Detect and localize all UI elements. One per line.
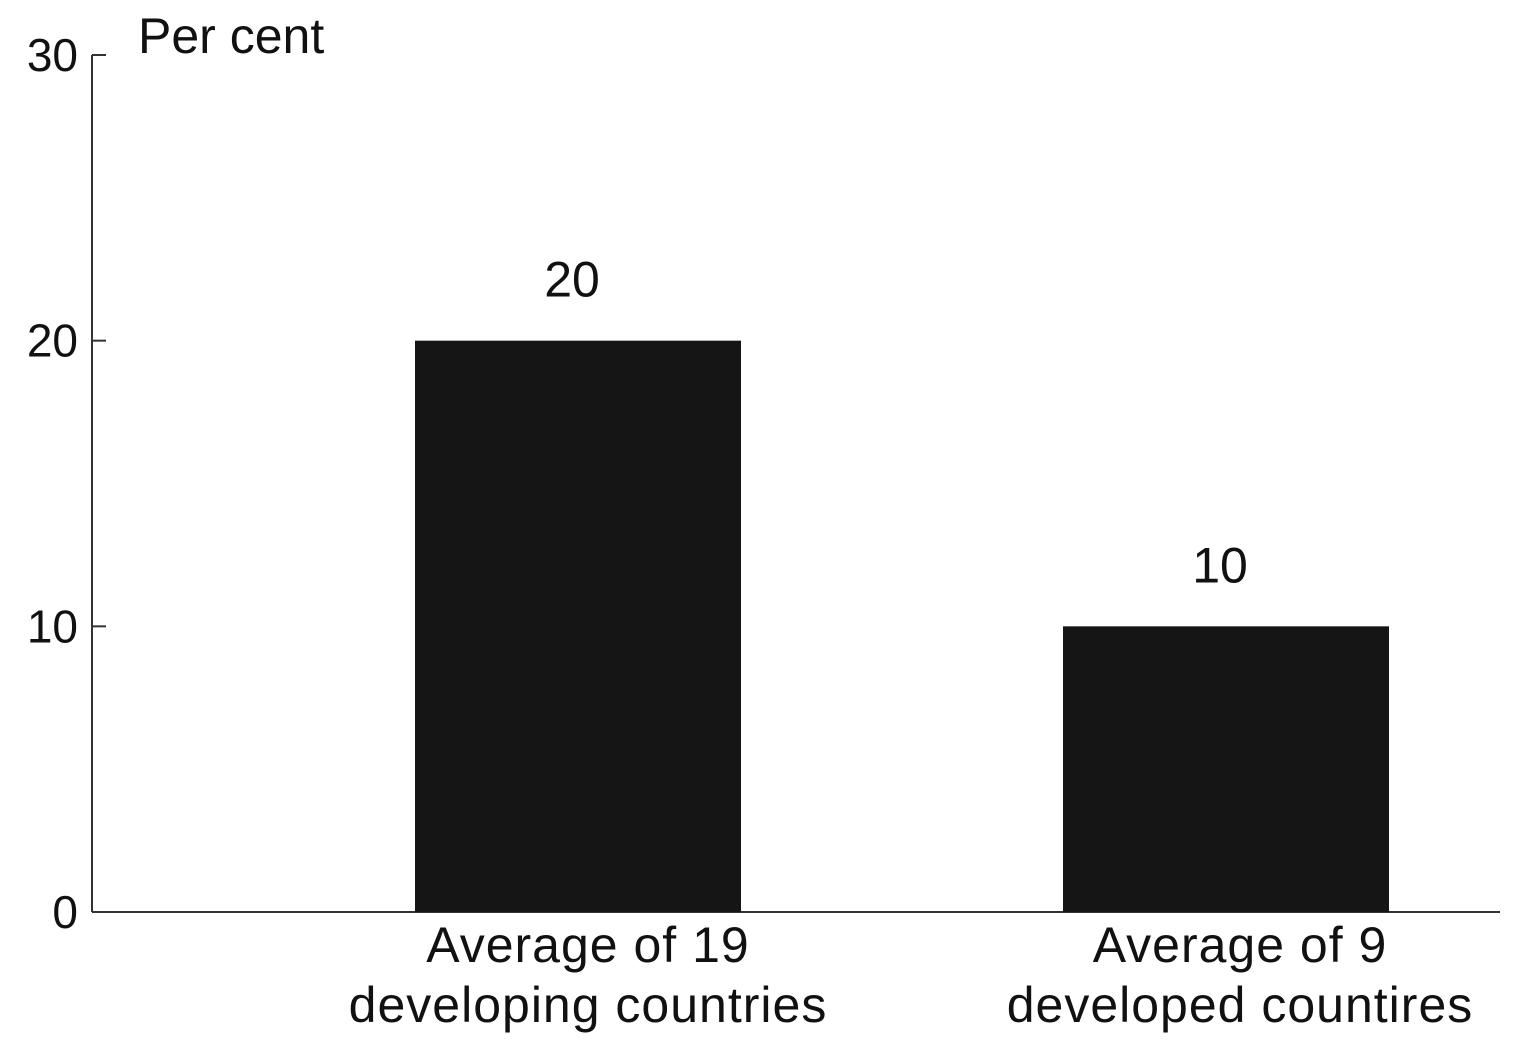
category-label-line: developed countires (1007, 977, 1474, 1033)
category-label-line: Average of 19 (426, 917, 749, 973)
y-tick-label: 20 (27, 315, 78, 367)
bar-value-label: 20 (544, 252, 600, 308)
y-tick-label: 30 (27, 29, 78, 81)
y-tick-label: 10 (27, 600, 78, 652)
y-tick: 10 (27, 600, 106, 652)
y-tick: 30 (27, 29, 106, 81)
y-axis-unit-label: Per cent (138, 8, 324, 64)
y-tick-label: 0 (52, 886, 78, 938)
y-tick: 20 (27, 315, 106, 367)
category-label-line: developing countries (349, 977, 828, 1033)
y-tick: 0 (52, 886, 106, 938)
y-axis-ticks: 0 10 20 30 (27, 29, 106, 938)
bar (415, 340, 741, 913)
bar (1063, 626, 1389, 912)
bars (415, 340, 1389, 913)
bar-value-label: 10 (1192, 537, 1248, 593)
category-label-line: Average of 9 (1093, 917, 1388, 973)
